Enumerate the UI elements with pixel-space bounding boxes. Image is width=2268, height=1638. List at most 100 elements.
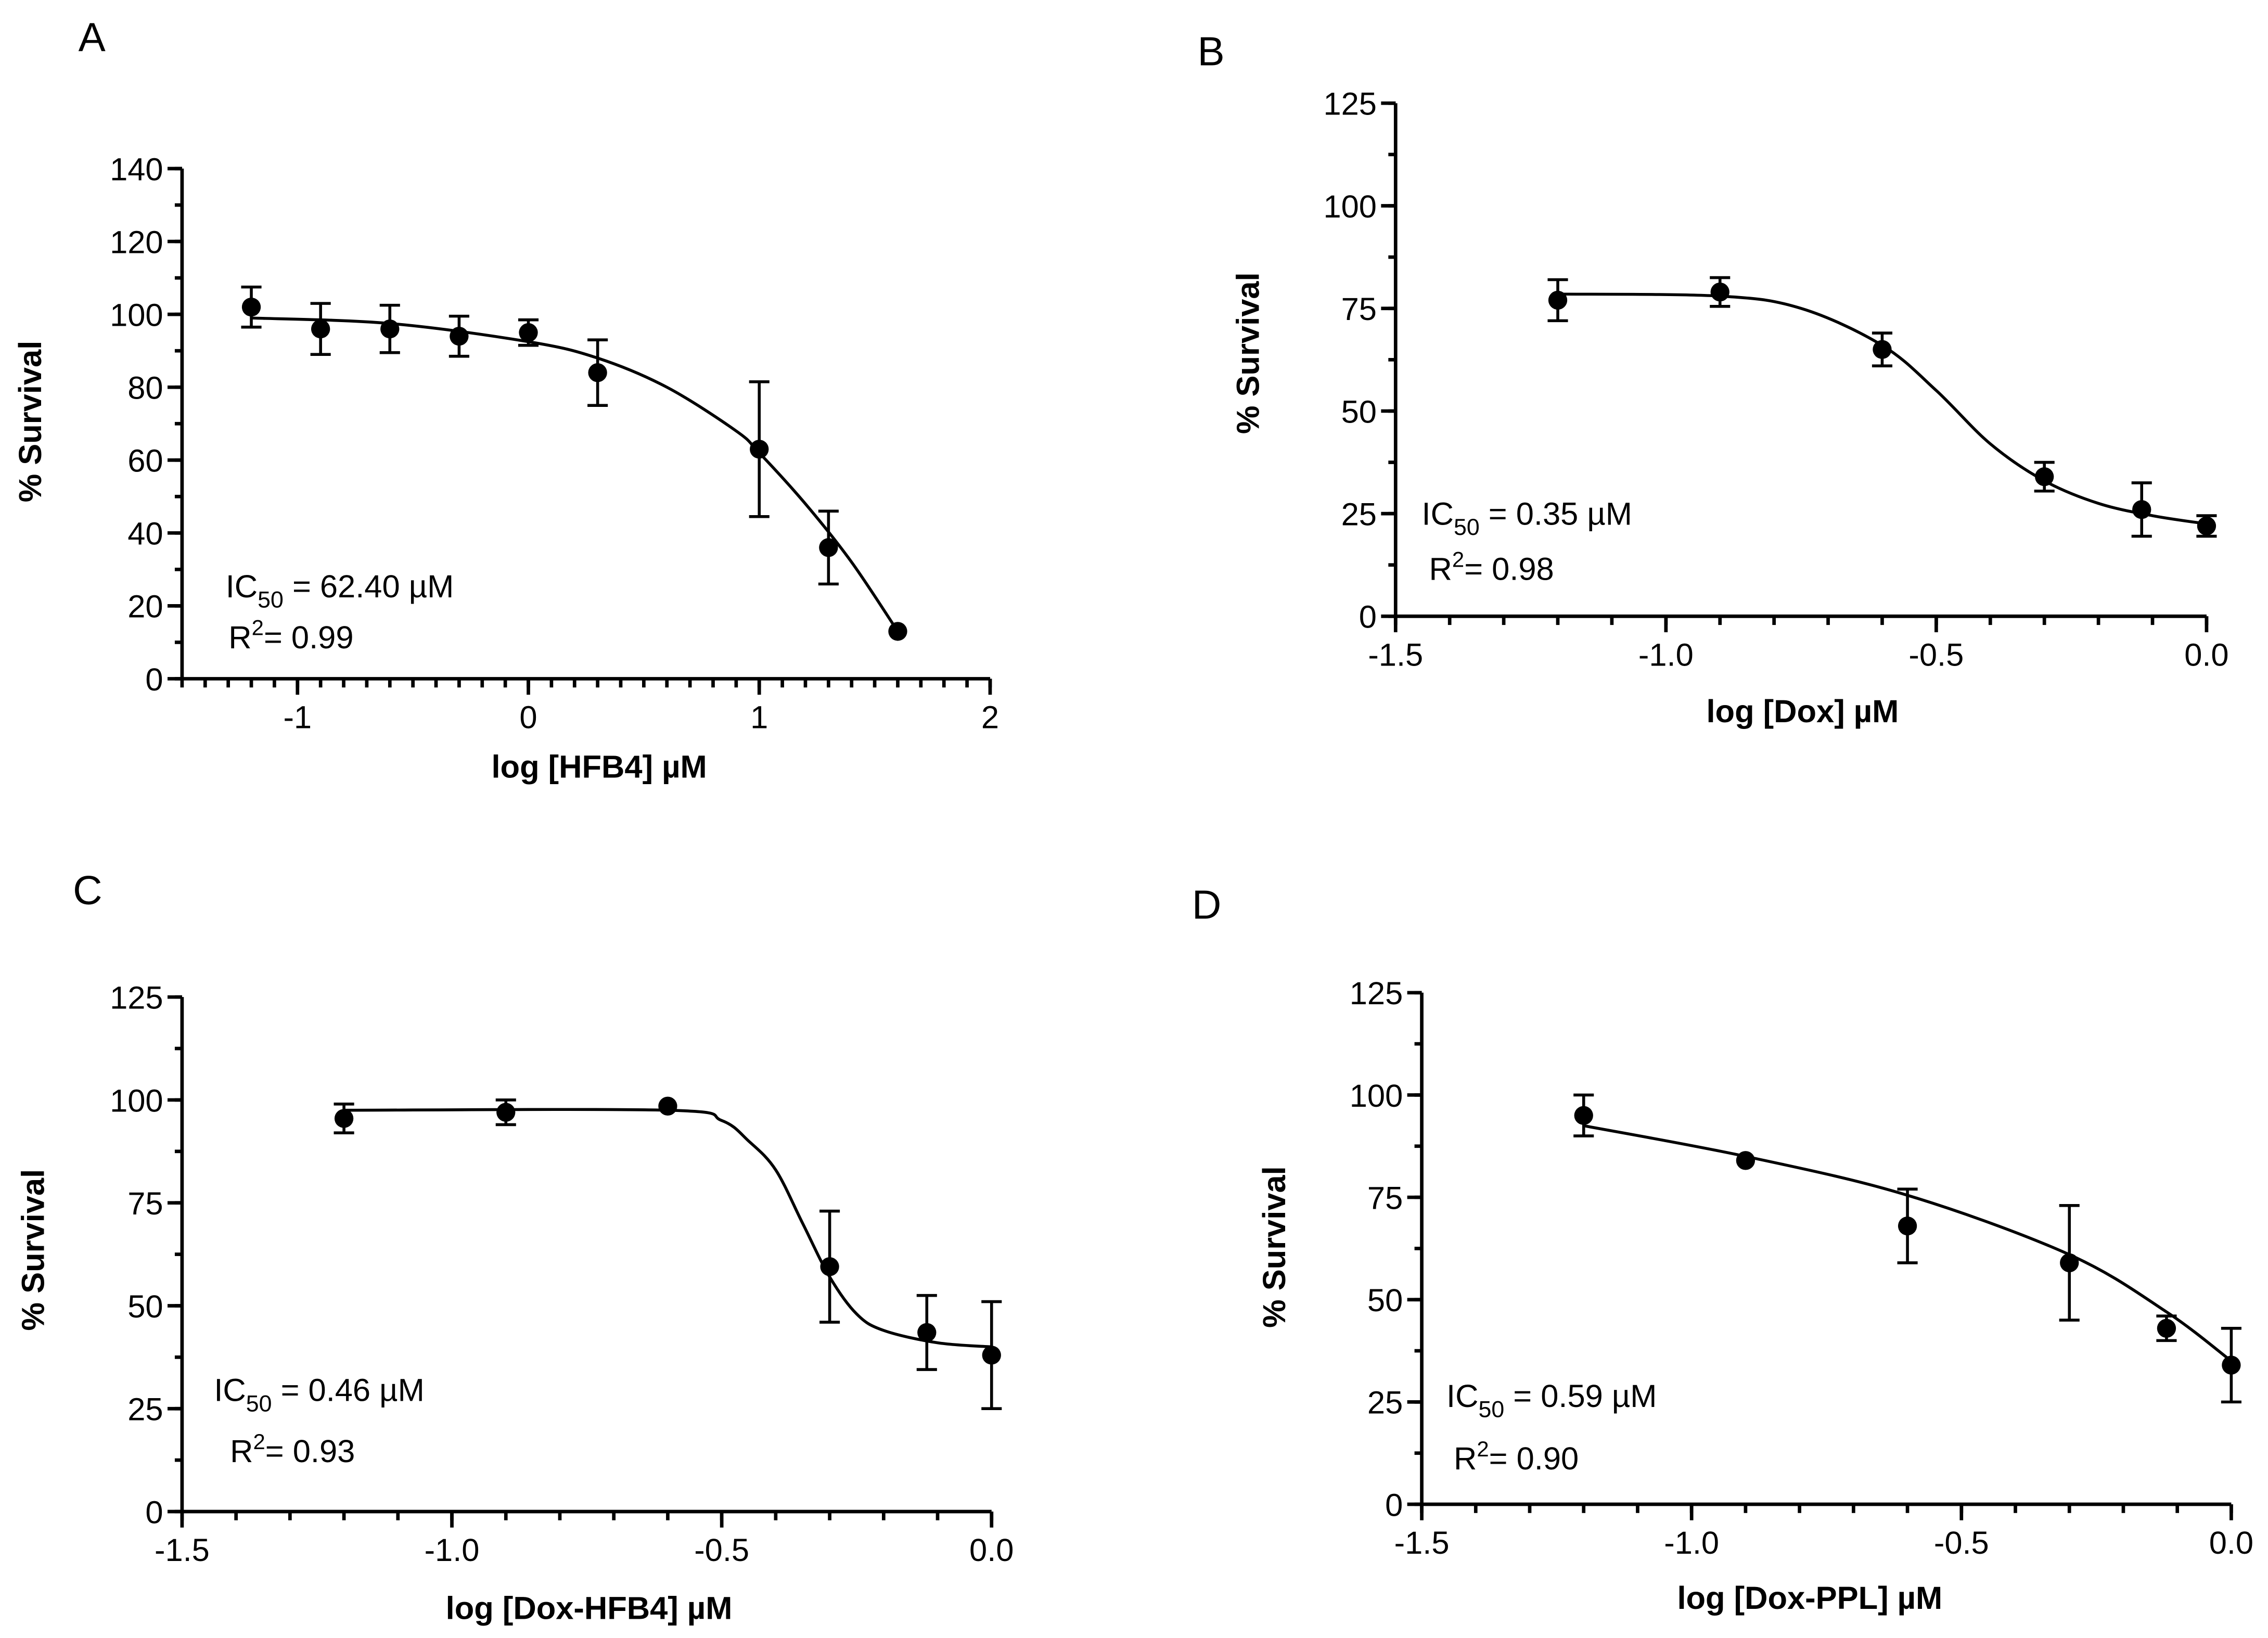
fit-curve [251,316,899,632]
x-tick-label: 0 [519,699,537,735]
x-tick-label: -1.0 [425,1532,480,1568]
panel-letter: D [1192,881,1221,927]
y-tick-label: 0 [145,662,163,698]
ic50-value: = 62.40 µM [284,569,454,605]
ic50-prefix: IC [214,1373,246,1409]
y-tick-label: 100 [110,1083,163,1119]
ic50-subscript: 50 [258,587,284,613]
y-tick-label: 60 [127,443,163,479]
y-tick-label: 0 [1385,1487,1403,1523]
panel-c: C 0 25 50 75 100 125 -1.5 -1.0 -0.5 0.0 log [Dox-HF… [16,867,1014,1626]
x-axis-label: log [Dox] µM [1706,694,1899,730]
data-point [588,363,607,382]
y-axis-label: % Survival [1231,272,1266,434]
y-axis-label: % Survival [12,341,48,503]
r2-value: = 0.98 [1464,552,1554,587]
y-tick-label: 25 [1367,1385,1403,1421]
x-tick-label: -0.5 [1908,637,1964,673]
data-point [241,297,261,317]
y-tick-label: 125 [110,980,163,1016]
data-point [888,622,907,641]
ic50-annotation: IC50 = 0.46 µM [214,1373,424,1417]
x-tick-label: -1.5 [1368,637,1423,673]
r2-superscript: 2 [1452,547,1464,571]
y-tick-label: 75 [127,1186,163,1222]
data-point [380,319,400,339]
data-point [820,1257,839,1276]
y-tick-label: 20 [127,589,163,625]
r2-annotation: R2= 0.99 [228,616,353,656]
panel-letter: A [79,14,106,60]
x-tick-label: -0.5 [1934,1525,1989,1561]
y-tick-label: 0 [1359,599,1377,635]
x-axis-label: log [Dox-PPL] µM [1677,1580,1942,1616]
y-axis-label: % Survival [16,1169,52,1331]
data-point [2197,516,2216,535]
r2-prefix: R [230,1434,253,1469]
data-point [1898,1216,1917,1236]
y-tick-label: 100 [1323,189,1377,225]
data-point [450,327,469,346]
ic50-subscript: 50 [1454,515,1480,540]
y-tick-label: 80 [127,370,163,406]
panel-b: B 0 25 50 75 100 125 -1.5 -1.0 -0.5 0.0 log [Dox] µ… [1197,29,2228,730]
y-tick-label: 25 [1341,496,1377,532]
y-tick-label: 75 [1341,291,1377,327]
y-tick-label: 125 [1350,976,1403,1012]
r2-prefix: R [228,620,251,656]
fit-curve [344,1108,992,1349]
y-tick-label: 140 [110,151,163,187]
x-axis-label: log [HFB4] µM [491,749,707,785]
x-tick-label: -1 [283,699,312,735]
ic50-subscript: 50 [246,1391,272,1416]
y-tick-label: 25 [127,1392,163,1428]
data-point [496,1103,516,1122]
x-tick-label: -0.5 [694,1532,749,1568]
fit-curve [1583,1124,2233,1362]
data-point [2060,1253,2079,1273]
ic50-prefix: IC [1446,1378,1478,1414]
data-point [1548,290,1568,310]
x-tick-label: -1.0 [1638,637,1694,673]
y-tick-label: 50 [127,1289,163,1325]
panel-letter: C [73,867,102,913]
r2-annotation: R2= 0.90 [1454,1437,1579,1477]
x-tick-label: 0.0 [2209,1525,2253,1561]
data-point [1574,1106,1593,1125]
ic50-value: = 0.35 µM [1480,496,1632,532]
data-point [982,1346,1001,1365]
y-tick-label: 100 [1350,1078,1403,1114]
ic50-prefix: IC [226,569,258,605]
r2-prefix: R [1429,552,1452,587]
x-tick-label: -1.5 [1394,1525,1450,1561]
ic50-prefix: IC [1422,496,1454,532]
y-tick-label: 125 [1323,86,1377,122]
data-point [2132,500,2151,519]
x-tick-label: 2 [981,699,999,735]
r2-value: = 0.99 [264,620,354,656]
ic50-annotation: IC50 = 0.35 µM [1422,496,1632,540]
x-tick-label: 1 [750,699,768,735]
data-point [2157,1319,2176,1338]
r2-prefix: R [1454,1441,1477,1477]
data-point [819,538,838,557]
data-point [2035,467,2054,487]
data-point [917,1323,937,1342]
data-point [311,319,330,339]
y-tick-label: 75 [1367,1180,1403,1216]
data-point [1873,340,1892,359]
y-axis-label: % Survival [1257,1166,1292,1328]
data-point [1710,283,1729,302]
ic50-value: = 0.59 µM [1504,1378,1657,1414]
data-point [1736,1151,1756,1170]
y-tick-label: 40 [127,516,163,552]
r2-superscript: 2 [252,616,264,640]
r2-superscript: 2 [253,1429,265,1454]
panel-letter: B [1197,29,1224,74]
data-point [2222,1355,2241,1375]
y-tick-label: 120 [110,224,163,260]
r2-value: = 0.90 [1489,1441,1579,1477]
ic50-annotation: IC50 = 0.59 µM [1446,1378,1657,1423]
data-point [658,1096,677,1116]
